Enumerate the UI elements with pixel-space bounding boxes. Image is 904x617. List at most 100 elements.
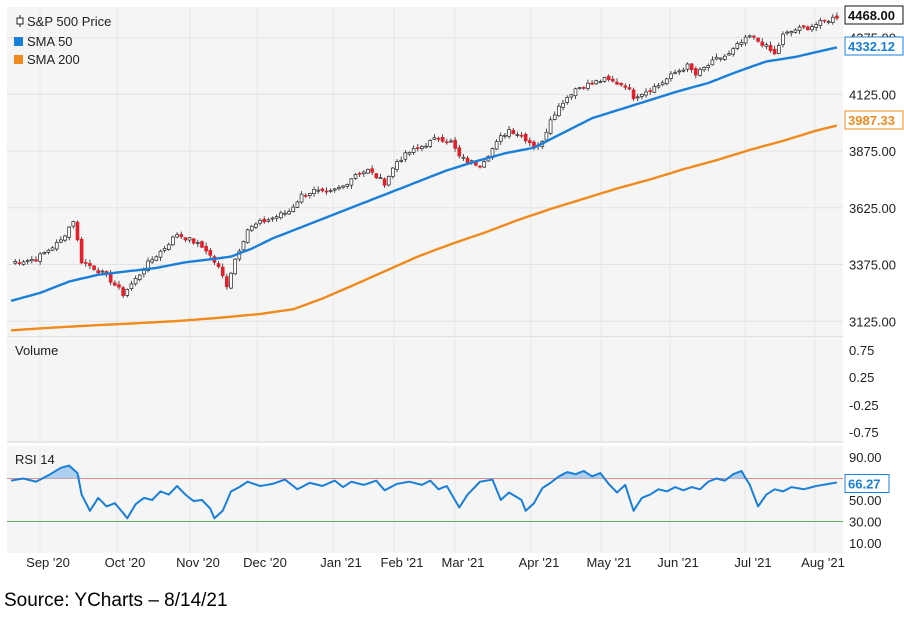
candle-body (586, 82, 590, 89)
candle (432, 134, 437, 141)
candle-body (727, 53, 731, 56)
candle (569, 93, 574, 101)
candle (113, 280, 117, 287)
candle-body (200, 241, 204, 248)
candle-body (175, 234, 179, 238)
candle (420, 145, 424, 152)
candle (345, 183, 350, 189)
candle (461, 153, 466, 162)
candle (548, 116, 553, 136)
candlestick-icon-body (16, 17, 24, 25)
candle-body (735, 43, 740, 49)
candle-body (362, 171, 366, 175)
candle-body (673, 72, 677, 75)
candle (287, 208, 291, 215)
candle-body (100, 270, 105, 273)
value-badge (844, 36, 904, 56)
candle-body (573, 88, 578, 97)
candle-body (303, 195, 308, 197)
candle-body (457, 147, 462, 157)
candle-body (723, 55, 727, 60)
candle (503, 132, 507, 139)
candlestick-icon (16, 15, 24, 27)
rsi-overbought-fill (44, 465, 750, 479)
candle-body (241, 241, 246, 251)
candle-body (602, 77, 607, 82)
candle (349, 178, 354, 189)
candle-body (631, 89, 636, 100)
candle-body (768, 44, 773, 51)
candle-body (814, 24, 818, 28)
price-panel (7, 7, 843, 336)
candle-body (295, 201, 300, 208)
candle (332, 187, 337, 193)
candle-body (30, 259, 34, 262)
rsi-value-badge: 66.27 (844, 474, 890, 494)
candle-body (378, 177, 383, 179)
candle (216, 260, 221, 269)
candle-body (407, 152, 412, 155)
candle (158, 249, 163, 261)
candle-body (279, 212, 283, 219)
candle (83, 258, 88, 267)
candle (735, 41, 740, 51)
candle-body (196, 242, 200, 244)
candle-body (129, 283, 134, 289)
candle-body (79, 238, 84, 264)
candle (810, 23, 814, 33)
candle (768, 41, 773, 53)
candle-body (752, 35, 756, 38)
candle-body (702, 67, 706, 71)
candle (183, 237, 188, 243)
candle (752, 34, 756, 40)
x-tick-label: May '21 (586, 555, 631, 570)
candle-body (291, 206, 296, 212)
candle (71, 220, 76, 229)
candle (698, 66, 702, 77)
candle (478, 164, 482, 169)
candle-body (511, 129, 516, 135)
candle-body (220, 266, 225, 277)
candle (818, 17, 823, 29)
candle (200, 240, 204, 248)
candle (30, 255, 34, 264)
candle (449, 138, 453, 143)
candle (457, 144, 462, 159)
candle-body (743, 36, 748, 44)
candle-body (266, 219, 271, 222)
candle (702, 66, 706, 73)
candle-body (13, 261, 18, 264)
candle-body (254, 223, 258, 228)
candle-body (694, 68, 698, 76)
candle-body (366, 169, 370, 174)
candle-body (113, 282, 117, 286)
candle (225, 273, 229, 290)
candle (801, 25, 806, 30)
candle-body (42, 252, 47, 255)
candle (606, 74, 611, 82)
candle-body (453, 139, 457, 149)
candle-body (166, 244, 171, 250)
candle (415, 143, 420, 152)
candle-body (523, 133, 528, 142)
candle (826, 19, 831, 25)
candle (386, 175, 391, 187)
candle (154, 255, 159, 262)
candle (328, 188, 333, 193)
candle-body (411, 148, 416, 153)
candle (602, 76, 607, 83)
candle-body (316, 189, 320, 192)
candle (785, 30, 789, 36)
candle (424, 142, 428, 149)
candle (777, 42, 781, 55)
candle-body (685, 63, 690, 70)
candle-body (225, 276, 229, 288)
candle-body (382, 178, 387, 186)
candle-body (337, 187, 341, 190)
candle-body (561, 102, 565, 108)
candle (258, 218, 262, 226)
candle-body (640, 94, 644, 97)
legend-swatch-sma200 (14, 55, 23, 64)
candle-body (283, 212, 287, 215)
candle (395, 159, 399, 173)
